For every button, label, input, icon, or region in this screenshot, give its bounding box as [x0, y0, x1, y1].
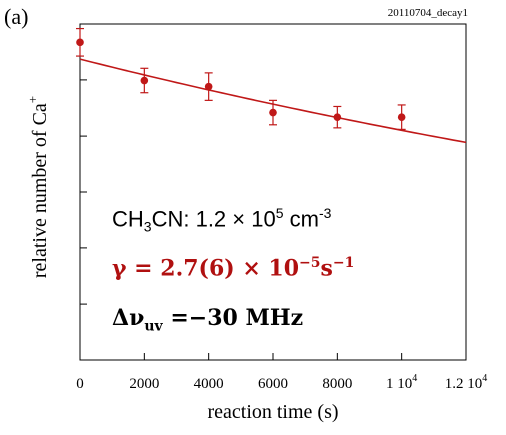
point-marker — [140, 76, 149, 85]
y-ticks — [80, 79, 87, 305]
point-marker — [397, 113, 406, 121]
y-axis-title-sup: + — [25, 96, 40, 103]
point-marker — [204, 82, 213, 91]
data-point — [333, 105, 342, 129]
x-tick-label: 8000 — [322, 376, 352, 392]
data-point — [269, 99, 277, 126]
data-point — [76, 27, 84, 57]
x-tick-label: 2000 — [129, 376, 159, 392]
detuning-annotation: Δνuv =−30 MHz — [112, 305, 304, 335]
point-marker — [76, 38, 84, 47]
x-tick-labels: 0 2000 4000 6000 8000 1 104 1.2 104 — [76, 373, 487, 392]
point-marker — [269, 108, 277, 117]
data-point — [204, 72, 213, 101]
x-tick-label: 6000 — [258, 376, 288, 392]
panel-label: (a) — [4, 4, 29, 29]
y-axis-title: relative number of Ca+ — [25, 96, 51, 278]
data-point — [140, 67, 149, 94]
x-tick-label: 4000 — [194, 376, 224, 392]
x-tick-label: 0 — [76, 376, 84, 392]
x-ticks — [79, 353, 467, 360]
x-axis-title: reaction time (s) — [207, 401, 338, 423]
data-points — [76, 27, 406, 130]
data-point — [397, 104, 406, 130]
x-tick-label: 1.2 104 — [445, 373, 488, 392]
gamma-annotation: γ = 2.7(6) × 10−5s−1 — [112, 255, 355, 282]
run-id-label: 20110704_decay1 — [387, 7, 468, 19]
y-axis-title-text: relative number of Ca — [29, 103, 51, 278]
concentration-annotation: CH3CN: 1.2 × 105 cm-3 — [112, 205, 332, 235]
x-tick-label: 1 104 — [386, 373, 417, 392]
point-marker — [333, 113, 342, 121]
